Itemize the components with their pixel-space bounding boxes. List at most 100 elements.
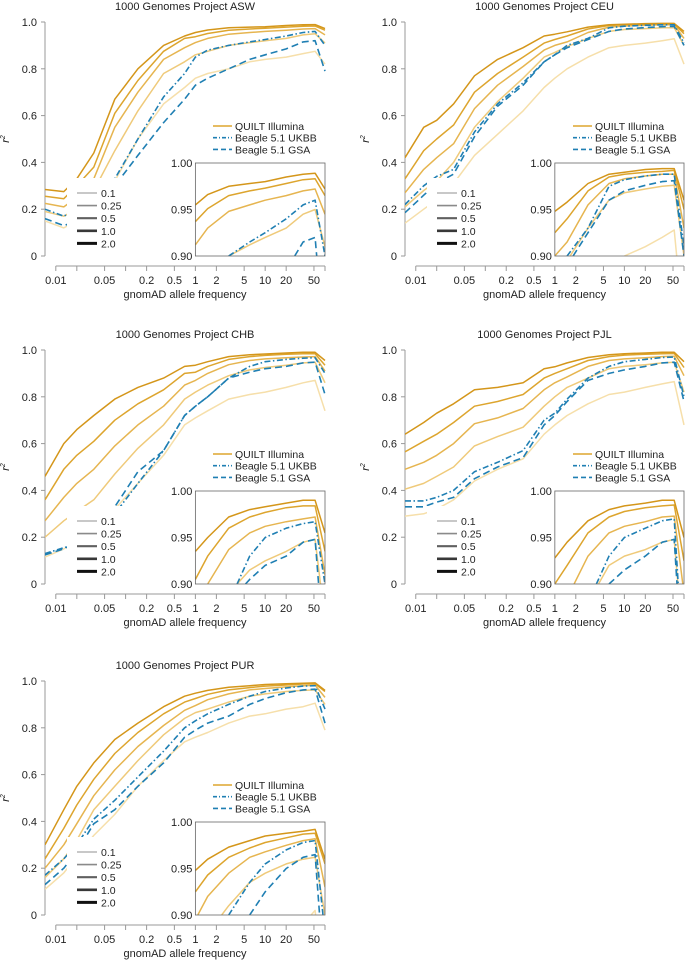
x-tick-label: 0.01 [45, 275, 66, 287]
panel-title: 1000 Genomes Project CEU [475, 1, 614, 13]
x-tick-label: 1 [192, 934, 198, 946]
y-tick-label: 0.4 [22, 816, 37, 828]
main-plot-lines [45, 682, 326, 890]
coverage-legend-background [427, 178, 493, 254]
coverage-legend-label: 0.1 [461, 516, 476, 528]
inset-series-beagle-gsa [244, 538, 320, 584]
main-series-quilt-2_0 [405, 351, 685, 435]
coverage-legend-label: 0.1 [101, 188, 116, 200]
method-legend-label: Beagle 5.1 UKBB [235, 461, 317, 473]
main-series-quilt-0_25 [405, 361, 685, 490]
method-legend-label: QUILT Illumina [235, 449, 304, 461]
method-legend-label: QUILT Illumina [595, 121, 664, 133]
inset-series-beagle-ukbb [228, 839, 324, 915]
y-tick-label: 0.6 [22, 111, 37, 123]
x-tick-label: 0.2 [499, 603, 514, 615]
panel-chb: 1000 Genomes Project CHB 0 0.2 0.4 0.6 0.8 1.0… [0, 329, 326, 629]
x-tick-label: 2 [573, 275, 579, 287]
y-tick-label: 0.8 [22, 723, 37, 735]
inset-y-tick-label: 1.00 [530, 486, 551, 498]
inset-y-tick-label: 1.00 [171, 486, 192, 498]
x-tick-label: 0.5 [167, 275, 182, 287]
inset-plot-lines [554, 499, 684, 584]
coverage-legend-label: 0.1 [101, 516, 116, 528]
inset-plot-lines [195, 172, 325, 256]
coverage-legend-label: 1.0 [461, 226, 476, 238]
y-tick-label: 1.0 [22, 345, 37, 357]
main-plot-lines [405, 351, 685, 517]
inset-frame [554, 490, 685, 585]
coverage-legend-label: 0.5 [101, 872, 116, 884]
y-axis-label: r2 [360, 463, 372, 471]
y-tick-label: 0.6 [382, 439, 397, 451]
inset-frame [554, 162, 685, 257]
panel-pjl: 1000 Genomes Project PJL 0 0.2 0.4 0.6 0.8 1.0… [360, 329, 685, 629]
y-tick-label: 1.0 [382, 17, 397, 29]
main-series-quilt-1_0 [405, 352, 685, 453]
main-series-quilt-0_5 [405, 355, 685, 471]
inset-series-quilt-0_25 [236, 538, 322, 584]
inset-series-quilt-2_0 [554, 167, 684, 212]
main-series-quilt-1_0 [45, 683, 326, 860]
x-tick-label: 10 [618, 275, 630, 287]
main-series-beagle-gsa [405, 361, 685, 508]
x-tick-label: 5 [241, 934, 247, 946]
inset-series-beagle-ukbb [228, 199, 325, 256]
inset-series-beagle-gsa [608, 538, 678, 584]
y-tick-label: 0.6 [382, 111, 397, 123]
inset-frame [194, 821, 326, 916]
coverage-legend-background [67, 837, 133, 913]
x-tick-label: 0.01 [405, 275, 426, 287]
inset-background [195, 491, 325, 584]
inset-y-tick-label: 0.90 [530, 251, 551, 263]
inset-series-quilt-2_0 [195, 828, 325, 871]
method-legend-label: Beagle 5.1 GSA [595, 472, 670, 484]
x-tick-label: 2 [213, 934, 219, 946]
coverage-legend-label: 0.5 [101, 541, 116, 553]
x-tick-label: 0.2 [139, 275, 154, 287]
method-legend-label: Beagle 5.1 GSA [235, 144, 310, 156]
x-tick-label: 50 [308, 275, 320, 287]
method-legend-label: QUILT Illumina [595, 449, 664, 461]
y-tick-label: 0.8 [22, 64, 37, 76]
main-series-quilt-0_5 [45, 355, 326, 522]
y-tick-label: 0.2 [382, 532, 397, 544]
x-tick-label: 0.01 [405, 603, 426, 615]
x-tick-label: 1 [552, 275, 558, 287]
main-series-beagle-ukbb [405, 356, 685, 502]
coverage-legend-background [67, 506, 133, 582]
main-series-quilt-1_0 [45, 25, 326, 200]
y-tick-label: 0.4 [382, 485, 397, 497]
inset-series-quilt-1_0 [195, 832, 325, 893]
coverage-legend-label: 1.0 [101, 226, 116, 238]
inset-plot-lines [195, 499, 325, 584]
main-series-quilt-2_0 [45, 351, 326, 477]
y-tick-label: 0.6 [22, 439, 37, 451]
inset-plot-lines [554, 167, 684, 256]
main-series-quilt-0_5 [45, 684, 326, 869]
y-axis-label-base: r [360, 466, 372, 471]
method-legend-label: QUILT Illumina [235, 121, 304, 133]
x-tick-label: 20 [280, 603, 292, 615]
coverage-legend-label: 0.25 [461, 529, 482, 541]
x-tick-label: 0.01 [45, 934, 66, 946]
y-axis-label-base: r [360, 138, 372, 143]
x-tick-label: 0.05 [94, 934, 115, 946]
inset-y-tick-label: 0.90 [171, 910, 192, 922]
x-tick-label: 0.05 [94, 275, 115, 287]
x-tick-label: 0.5 [167, 934, 182, 946]
inset-y-tick-label: 1.00 [171, 817, 192, 829]
x-tick-label: 50 [308, 934, 320, 946]
main-series-quilt-2_0 [405, 22, 685, 159]
method-legend-label: Beagle 5.1 GSA [235, 803, 310, 815]
x-tick-label: 0.2 [499, 275, 514, 287]
x-tick-label: 1 [192, 275, 198, 287]
x-tick-label: 10 [259, 934, 271, 946]
inset-series-quilt-0_1 [624, 229, 678, 256]
method-legend-label: Beagle 5.1 UKBB [595, 461, 677, 473]
main-series-quilt-1_0 [45, 352, 326, 501]
x-tick-label: 5 [600, 275, 606, 287]
inset-series-quilt-1_0 [554, 504, 684, 584]
inset-series-beagle-gsa [572, 179, 684, 256]
method-legend-label: Beagle 5.1 GSA [235, 472, 310, 484]
